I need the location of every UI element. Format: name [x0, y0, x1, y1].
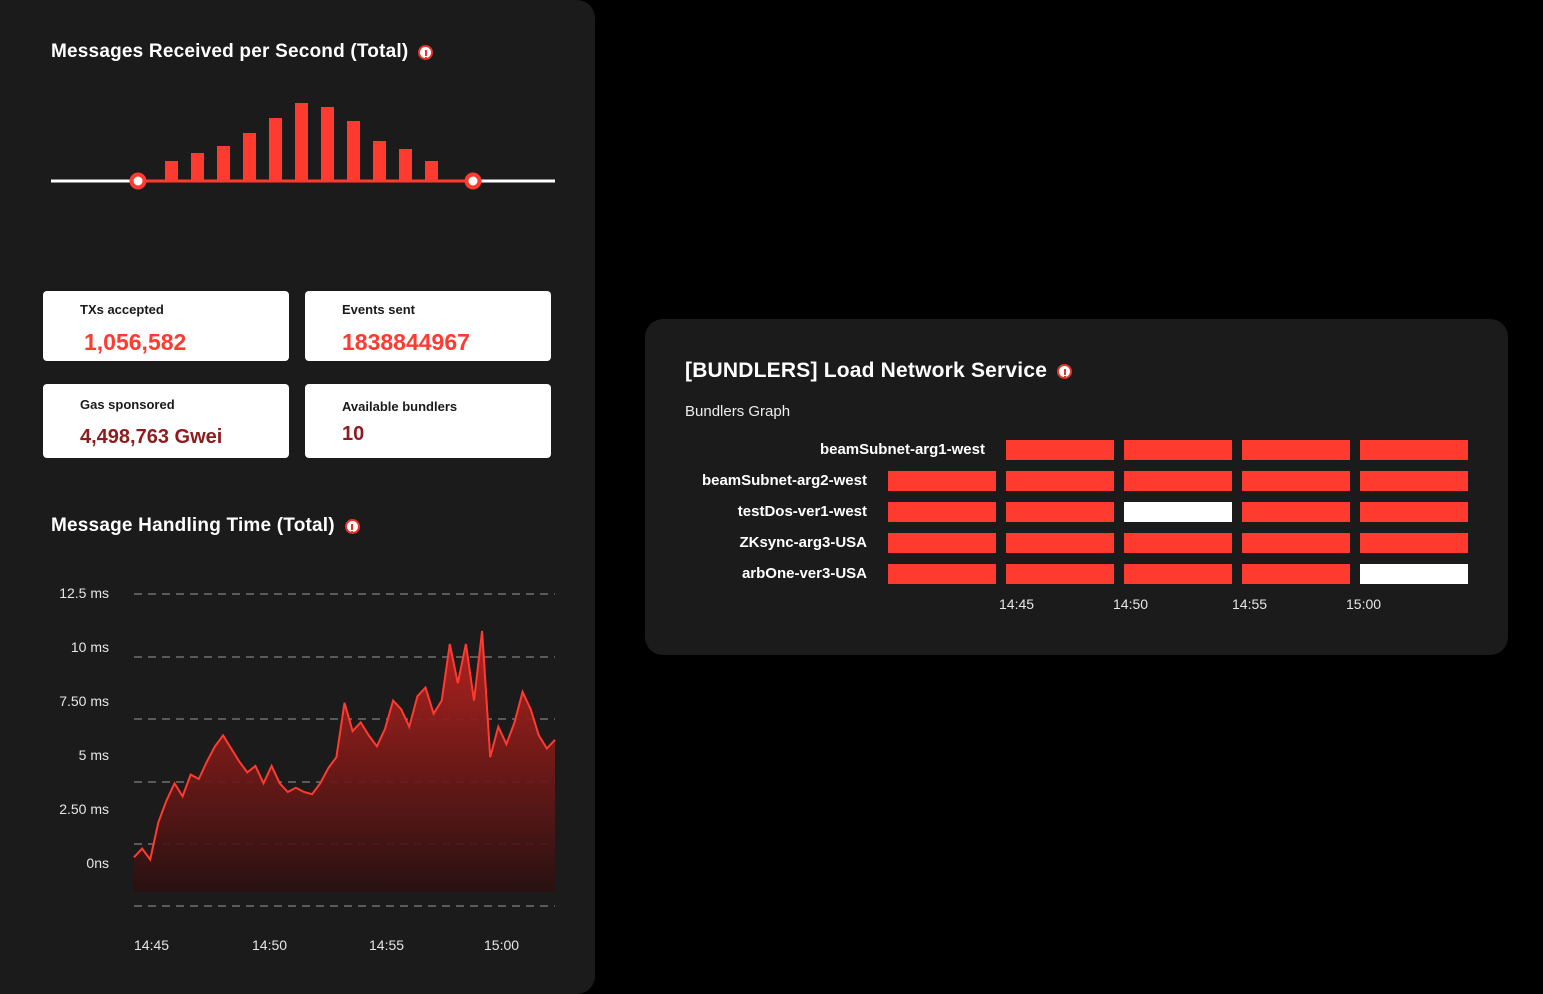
- handling-title-text: Message Handling Time (Total): [51, 515, 335, 536]
- bundler-cell[interactable]: [1124, 471, 1232, 491]
- bundler-cell[interactable]: [1006, 533, 1114, 553]
- x-tick-label: 15:00: [484, 937, 520, 953]
- x-tick-label: 14:45: [134, 937, 170, 953]
- bundler-row-label: beamSubnet-arg1-west: [819, 441, 985, 458]
- bundlers-title-text: [BUNDLERS] Load Network Service: [685, 359, 1048, 382]
- message-bar: [269, 118, 282, 181]
- message-bar: [295, 103, 308, 181]
- bundler-cell[interactable]: [1006, 564, 1114, 584]
- bundler-x-tick-label: 14:45: [999, 596, 1035, 612]
- bundler-row-label: arbOne-ver3-USA: [741, 565, 867, 582]
- message-bar: [165, 161, 178, 181]
- bundler-cell[interactable]: [1360, 502, 1468, 522]
- y-tick-label: 7.50 ms: [59, 693, 109, 709]
- events-sent-card: Events sent 1838844967: [305, 291, 551, 361]
- bundler-row-label: testDos-ver1-west: [737, 503, 867, 520]
- bundler-cell[interactable]: [1006, 440, 1114, 460]
- info-icon[interactable]: [1057, 363, 1073, 379]
- bundler-cell[interactable]: [1124, 564, 1232, 584]
- messages-bar-chart: [51, 103, 555, 190]
- message-bar: [321, 107, 334, 181]
- available-bundlers-card: Available bundlers 10: [305, 384, 551, 458]
- message-bar: [399, 149, 412, 181]
- bundler-cell[interactable]: [888, 564, 996, 584]
- message-bar: [217, 146, 230, 181]
- bundler-cell[interactable]: [1360, 471, 1468, 491]
- bundlers-title: [BUNDLERS] Load Network Service: [685, 359, 1073, 383]
- message-bar: [347, 121, 360, 181]
- area-fill: [134, 631, 555, 892]
- handling-title: Message Handling Time (Total): [51, 515, 360, 537]
- messages-title-text: Messages Received per Second (Total): [51, 41, 409, 62]
- bundler-cell[interactable]: [1242, 502, 1350, 522]
- range-handle-left[interactable]: [129, 172, 147, 190]
- txs-accepted-card: TXs accepted 1,056,582: [43, 291, 289, 361]
- bundler-x-tick-label: 14:50: [1113, 596, 1149, 612]
- y-tick-label: 2.50 ms: [59, 801, 109, 817]
- bundler-cell[interactable]: [1242, 533, 1350, 553]
- series-line: [133, 630, 556, 862]
- bundler-x-tick-label: 14:55: [1232, 596, 1268, 612]
- message-bar: [425, 161, 438, 181]
- y-tick-label: 10 ms: [70, 639, 109, 655]
- message-bar: [191, 153, 204, 181]
- txs-accepted-label: TXs accepted: [80, 302, 164, 317]
- message-bar: [243, 133, 256, 181]
- bundler-cell[interactable]: [1124, 502, 1232, 522]
- y-tick-label: 5 ms: [78, 747, 109, 763]
- bundler-row-label: beamSubnet-arg2-west: [701, 472, 867, 489]
- y-tick-label: 0ns: [86, 855, 109, 871]
- x-tick-label: 14:50: [252, 937, 288, 953]
- bundler-cell[interactable]: [1242, 471, 1350, 491]
- bundler-cell[interactable]: [888, 471, 996, 491]
- bundler-row-label: ZKsync-arg3-USA: [739, 534, 867, 551]
- bundler-cell[interactable]: [1360, 533, 1468, 553]
- messages-title: Messages Received per Second (Total): [51, 41, 434, 63]
- bundler-cell[interactable]: [1360, 440, 1468, 460]
- bundlers-subtitle: Bundlers Graph: [685, 403, 791, 420]
- message-bars: [165, 103, 438, 181]
- available-bundlers-value: 10: [342, 423, 365, 445]
- bundler-cell[interactable]: [1242, 564, 1350, 584]
- events-sent-label: Events sent: [342, 302, 415, 317]
- bundler-cell[interactable]: [1006, 471, 1114, 491]
- info-icon[interactable]: [418, 44, 434, 60]
- bundler-cell[interactable]: [1360, 564, 1468, 584]
- gas-sponsored-value: 4,498,763 Gwei: [80, 426, 223, 448]
- bundler-cell[interactable]: [1124, 440, 1232, 460]
- bundler-cell[interactable]: [1124, 533, 1232, 553]
- events-sent-value: 1838844967: [342, 329, 470, 355]
- info-icon[interactable]: [344, 518, 360, 534]
- bundler-cell[interactable]: [1242, 440, 1350, 460]
- gas-sponsored-card: Gas sponsored 4,498,763 Gwei: [43, 384, 289, 458]
- bundlers-panel: [BUNDLERS] Load Network Service Bundlers…: [645, 319, 1508, 655]
- gas-sponsored-label: Gas sponsored: [80, 397, 175, 412]
- metrics-panel: Messages Received per Second (Total) TXs…: [0, 0, 595, 994]
- range-handle-right[interactable]: [464, 172, 482, 190]
- bundler-cell[interactable]: [888, 533, 996, 553]
- x-tick-label: 14:55: [369, 937, 405, 953]
- bundler-x-tick-label: 15:00: [1346, 596, 1382, 612]
- available-bundlers-label: Available bundlers: [342, 399, 458, 414]
- txs-accepted-value: 1,056,582: [84, 329, 187, 355]
- bundler-cell[interactable]: [888, 502, 996, 522]
- message-bar: [373, 141, 386, 181]
- y-tick-label: 12.5 ms: [59, 585, 109, 601]
- handling-area-chart: [133, 593, 556, 907]
- bundler-cell[interactable]: [1006, 502, 1114, 522]
